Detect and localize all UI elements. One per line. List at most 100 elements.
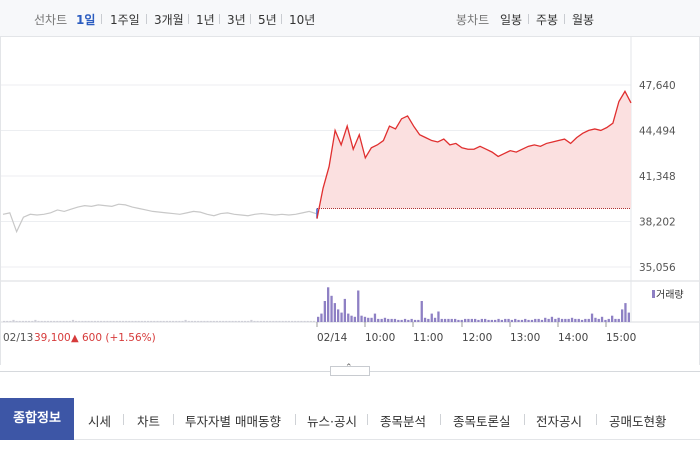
volume-bar-prev [181,320,184,322]
volume-bar [577,318,580,323]
volume-bar-prev [209,320,212,322]
volume-bar [380,318,383,323]
volume-bar-prev [84,320,87,322]
divider [528,14,529,24]
volume-bar-prev [28,320,31,322]
volume-bar-prev [56,320,59,322]
volume-bar [420,301,423,322]
volume-bar-prev [240,320,244,322]
period-1w[interactable]: 1주일 [110,13,140,27]
change-text: 600 (+1.56%) [82,332,156,344]
volume-bar [447,318,450,323]
volume-bar [413,319,417,322]
volume-bar-prev [40,320,43,322]
volume-bar [597,318,600,323]
tab-overview[interactable]: 종합정보 [0,398,74,440]
volume-bar-prev [115,320,118,322]
stock-chart: 47,640 44,494 41,348 38,202 35,056 02/14 10:00… [0,37,700,365]
y-tick-label: 35,056 [639,262,676,274]
period-1y[interactable]: 1년 [196,13,215,27]
chevron-up-icon: ⌃ [345,363,353,373]
prev-day-line [2,203,317,234]
volume-label: 거래량 [656,289,684,301]
divider [440,414,441,425]
volume-bar-prev [46,320,49,322]
volume-bar-prev [121,320,125,322]
y-tick-label: 44,494 [639,126,676,138]
volume-bar-prev [109,320,112,322]
volume-bar [350,315,353,322]
gain-area [317,91,631,219]
volume-bar [510,319,513,322]
volume-bar [604,319,607,322]
tab-news-disclosure[interactable]: 뉴스·공시 [307,414,357,429]
volume-bar-prev [184,319,187,322]
volume-bar-prev [309,320,312,322]
volume-bar-prev [24,320,28,322]
volume-bar-prev [87,320,90,322]
volume-bar-prev [193,320,197,322]
candle-daily[interactable]: 일봉 [500,13,523,27]
tab-analysis[interactable]: 종목분석 [380,414,427,429]
volume-bar [621,309,624,322]
volume-bar [611,315,614,322]
period-3m[interactable]: 3개월 [154,13,184,27]
collapse-button[interactable]: ⌃ [330,363,370,376]
volume-bar-prev [156,320,159,322]
chart-toolbar: 선차트 1일 1주일 3개월 1년 3년 5년 10년 봉차트 일봉 주봉 월봉 [0,0,700,37]
volume-bar [524,318,527,323]
x-tick-label: 15:00 [606,332,636,344]
volume-bar-prev [256,320,259,322]
volume-bar [590,313,594,322]
volume-bar-prev [9,320,12,322]
period-1d[interactable]: 1일 [76,13,96,27]
change-arrow-icon: ▲ [71,333,79,344]
volume-bar [363,316,367,323]
tab-disclosure[interactable]: 전자공시 [536,414,583,429]
x-tick-label: 13:00 [510,332,540,344]
volume-bar-prev [62,320,65,322]
tab-discussion[interactable]: 종목토론실 [453,414,511,429]
volume-legend-swatch [652,290,655,298]
volume-bar [470,318,473,323]
volume-bar [317,316,320,323]
volume-bar-prev [159,320,162,322]
volume-bar [367,317,370,322]
volume-bar-prev [303,320,306,322]
volume-bar [397,319,400,322]
line-chart-label: 선차트 [34,13,68,27]
volume-bar [487,319,490,322]
volume-bar [467,318,470,323]
tab-investor-trading[interactable]: 투자자별 매매동향 [185,414,281,429]
volume-bar [440,318,443,323]
volume-bar [370,317,373,322]
volume-bar-prev [244,320,247,322]
tab-chart[interactable]: 차트 [137,414,161,429]
tab-short-selling[interactable]: 공매도현황 [609,414,667,429]
volume-bar [534,318,537,323]
period-3y[interactable]: 3년 [227,13,246,27]
volume-bar-prev [106,320,109,322]
period-10y[interactable]: 10년 [289,13,316,27]
candle-monthly[interactable]: 월봉 [572,13,595,27]
volume-bar [584,318,587,323]
volume-bar [504,318,507,323]
volume-bar [460,319,463,322]
volume-bar [530,319,534,322]
candle-weekly[interactable]: 주봉 [536,13,559,27]
period-5y[interactable]: 5년 [258,13,277,27]
tab-price[interactable]: 시세 [88,414,112,429]
volume-bar-prev [103,320,106,322]
volume-bar-prev [6,320,9,322]
volume-bar [333,303,336,322]
divider [146,14,147,24]
volume-bar-prev [219,320,222,322]
divider [564,14,565,24]
divider [219,14,220,24]
volume-bar-prev [247,320,250,322]
volume-bar [417,319,420,322]
volume-bar-prev [262,320,265,322]
volume-bar-prev [259,320,262,322]
volume-bar [423,317,427,322]
volume-bar [327,287,330,322]
